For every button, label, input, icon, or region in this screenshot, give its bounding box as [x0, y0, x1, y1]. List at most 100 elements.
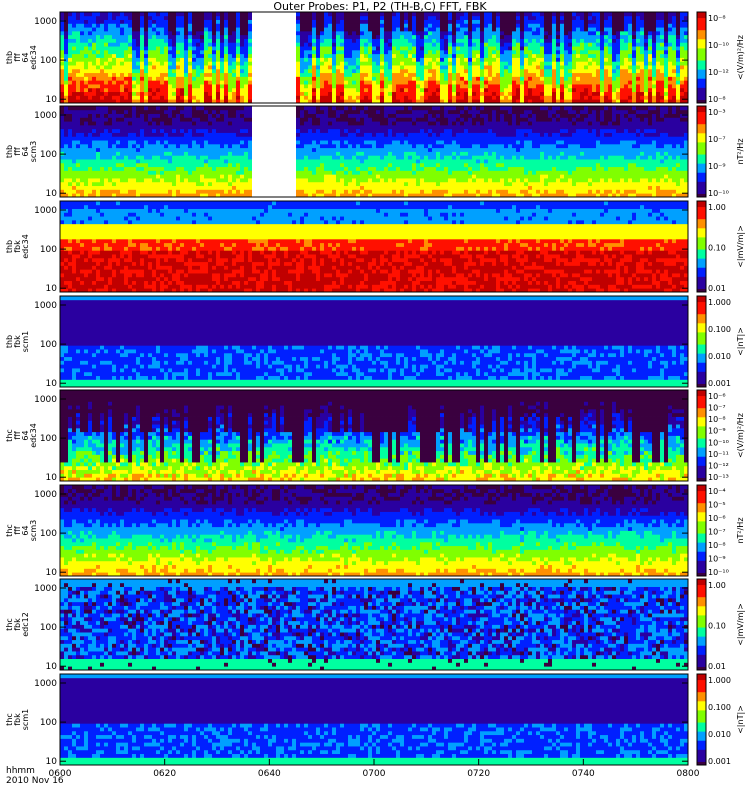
spectrogram-image [60, 390, 688, 481]
colorbar-tick-label: 10⁻⁶ [708, 392, 726, 401]
spectrogram-panel: 10 100 1000 thb fff 64 scm3 10⁻³ 10⁻⁷ 10⁻⁹ 10⁻¹⁰ nT… [5, 105, 745, 199]
colorbar-tick-label: 0.01 [708, 662, 726, 671]
colorbar-step [697, 716, 706, 720]
colorbar-step [697, 566, 706, 571]
y-tick-label: 10 [46, 473, 58, 483]
colorbar-step [697, 148, 706, 152]
panel-frame [59, 200, 689, 293]
spectrogram-image [60, 674, 688, 765]
colorbar-step [697, 145, 706, 149]
colorbar-step [697, 426, 706, 430]
colorbar-tick-label: 0.10 [708, 244, 726, 253]
panel-ylabel: fff [13, 53, 22, 62]
colorbar-step [697, 169, 706, 174]
colorbar-step [697, 18, 706, 22]
colorbar-step [697, 557, 706, 562]
colorbar-step [697, 444, 706, 449]
colorbar-step [697, 240, 706, 244]
colorbar-step [697, 181, 706, 186]
colorbar-tick-label: 1.000 [708, 298, 731, 307]
colorbar-step [697, 356, 706, 361]
colorbar-step [697, 93, 706, 98]
colorbar-step [697, 447, 706, 452]
colorbar-step [697, 154, 706, 159]
colorbar-step [697, 84, 706, 89]
colorbar-step [697, 383, 706, 388]
spectrogram-panel: 10 100 1000 thc fbk edc12 1.00 0.10 0.01 <|mV/m|> [5, 578, 745, 672]
colorbar-tick-label: 10⁻⁷ [708, 404, 726, 413]
colorbar-step [697, 509, 706, 513]
colorbar-step [697, 279, 706, 284]
colorbar-tick-label: 10⁻⁵ [708, 501, 726, 510]
colorbar-step [697, 453, 706, 458]
colorbar-step [697, 365, 706, 370]
colorbar-step [697, 353, 706, 358]
colorbar-step [697, 594, 706, 598]
spectrogram-panel: 10 100 1000 thc fbk scm1 1.000 0.100 0.010 0.001 <… [5, 673, 745, 767]
colorbar-label: <|mV/m|> [736, 225, 745, 268]
colorbar-step [697, 160, 706, 165]
spectrogram-image [60, 106, 688, 197]
colorbar-label: nT²/Hz [736, 138, 745, 164]
colorbar-step [697, 264, 706, 269]
y-tick-label: 1000 [34, 17, 57, 27]
colorbar-step [697, 506, 706, 510]
colorbar-step [697, 72, 706, 77]
colorbar-step [697, 396, 706, 400]
colorbar-step [697, 588, 706, 592]
colorbar-tick-label: 1.00 [708, 581, 726, 590]
colorbar-step [697, 740, 706, 745]
colorbar-step [697, 582, 706, 586]
colorbar-step [697, 402, 706, 406]
y-tick-label: 1000 [34, 301, 57, 311]
colorbar-frame [696, 578, 707, 671]
colorbar-tick-label: 0.001 [708, 379, 731, 388]
colorbar-step [697, 201, 706, 205]
colorbar-step [697, 683, 706, 687]
colorbar-step [697, 474, 706, 479]
spectrogram-image [60, 296, 688, 387]
colorbar-step [697, 207, 706, 211]
spectrogram-panel: 10 100 1000 thb fbk scm1 1.000 0.100 0.010 0.001 <… [5, 295, 745, 389]
y-tick-label: 10 [46, 284, 58, 294]
y-tick-label: 100 [40, 340, 57, 350]
colorbar-step [697, 609, 706, 613]
spectrogram-image [60, 201, 688, 292]
colorbar-step [697, 630, 706, 635]
y-tick-label: 10 [46, 95, 58, 105]
colorbar-step [697, 393, 706, 397]
colorbar-step [697, 686, 706, 690]
colorbar-step [697, 288, 706, 293]
colorbar-step [697, 175, 706, 180]
colorbar-step [697, 606, 706, 610]
colorbar-tick-label: 0.100 [708, 703, 731, 712]
colorbar-step [697, 533, 706, 538]
colorbar-tick-label: 10⁻⁸ [708, 14, 726, 23]
colorbar-step [697, 695, 706, 699]
panel-ylabel: thb [5, 335, 14, 348]
panel-ylabel: thb [5, 51, 14, 64]
colorbar-step [697, 311, 706, 315]
colorbar-tick-label: 10⁻⁶ [708, 514, 726, 523]
panel-frame [59, 484, 689, 577]
colorbar-frame [696, 295, 707, 388]
colorbar-step [697, 465, 706, 470]
colorbar-step [697, 618, 706, 622]
colorbar-step [697, 231, 706, 235]
panel-frame [59, 295, 689, 388]
colorbar-step [697, 374, 706, 379]
y-tick-label: 100 [40, 623, 57, 633]
colorbar-step [697, 124, 706, 128]
x-tick-label: 0800 [677, 769, 700, 779]
y-tick-label: 10 [46, 379, 58, 389]
colorbar-step [697, 60, 706, 65]
colorbar-step [697, 329, 706, 333]
colorbar-step [697, 503, 706, 507]
colorbar-step [697, 615, 706, 619]
colorbar-step [697, 521, 706, 525]
colorbar-step [697, 350, 706, 355]
colorbar-step [697, 485, 706, 489]
colorbar-step [697, 423, 706, 427]
colorbar-step [697, 545, 706, 550]
